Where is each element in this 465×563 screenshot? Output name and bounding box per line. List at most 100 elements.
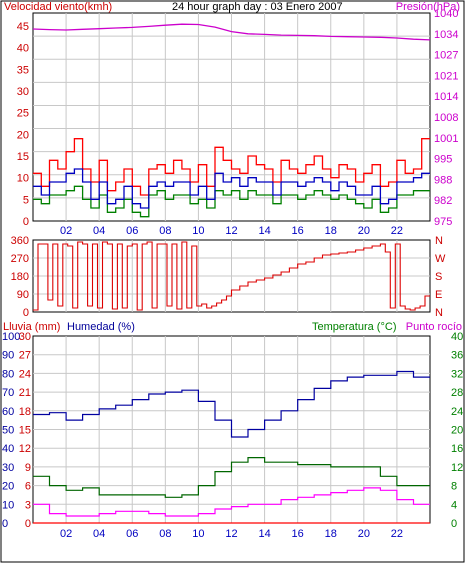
temperature-tick-label: 24 (451, 406, 463, 418)
y-right-tick-label: 988 (434, 174, 452, 186)
rain-label: Lluvia (mm) (3, 321, 60, 333)
y-right-tick-label: 1034 (434, 29, 458, 41)
direction-compass-tick: N (435, 235, 443, 247)
x-tick-label: 12 (225, 528, 237, 540)
rain-tick-label: 24 (19, 368, 31, 380)
humidity-tick-label: 10 (2, 499, 14, 511)
direction-compass-tick: W (435, 253, 446, 265)
y-left-tick-label: 5 (23, 194, 29, 206)
x-tick-label: 14 (258, 225, 270, 237)
x-tick-label: 22 (391, 225, 403, 237)
direction-degree-tick: 180 (11, 271, 29, 283)
humidity-label: Humedad (%) (67, 321, 135, 333)
humidity-tick-label: 100 (2, 331, 20, 343)
x-tick-label: 08 (159, 225, 171, 237)
direction-degree-tick: 270 (11, 253, 29, 265)
temperature-tick-label: 4 (451, 499, 457, 511)
x-tick-label: 06 (126, 225, 138, 237)
direction-degree-tick: 90 (17, 289, 29, 301)
y-left-tick-label: 25 (17, 108, 29, 120)
rain-tick-label: 15 (19, 425, 31, 437)
series-dewpoint (33, 487, 430, 517)
x-tick-label: 02 (60, 528, 72, 540)
direction-degree-tick: 360 (11, 235, 29, 247)
series-pressure (32, 23, 431, 41)
direction-compass-tick: S (435, 271, 442, 283)
x-tick-label: 04 (93, 225, 105, 237)
direction-compass-tick: N (435, 307, 443, 319)
y-right-tick-label: 1040 (434, 8, 458, 20)
humidity-tick-label: 20 (2, 481, 14, 493)
humidity-tick-label: 80 (2, 368, 14, 380)
rain-tick-label: 18 (19, 406, 31, 418)
series-direction (33, 241, 430, 311)
wind-speed-label: Velocidad viento(kmh) (4, 1, 112, 13)
humidity-tick-label: 40 (2, 443, 14, 455)
y-right-tick-label: 1021 (434, 70, 458, 82)
temperature-tick-label: 20 (451, 425, 463, 437)
temperature-tick-label: 40 (451, 331, 463, 343)
series-gust (33, 138, 430, 196)
y-right-tick-label: 995 (434, 154, 452, 166)
y-right-tick-label: 1001 (434, 133, 458, 145)
humidity-tick-label: 90 (2, 350, 14, 362)
temperature-label: Temperatura (°C) (312, 321, 396, 333)
temperature-tick-label: 28 (451, 387, 463, 399)
series-temperature (33, 457, 430, 498)
temperature-tick-label: 12 (451, 462, 463, 474)
temperature-tick-label: 16 (451, 443, 463, 455)
x-tick-label: 14 (258, 528, 270, 540)
x-tick-label: 18 (325, 225, 337, 237)
y-left-tick-label: 45 (17, 21, 29, 33)
rain-tick-label: 3 (25, 499, 31, 511)
temperature-tick-label: 8 (451, 481, 457, 493)
y-left-tick-label: 10 (17, 173, 29, 185)
temperature-tick-label: 0 (451, 518, 457, 530)
rain-tick-label: 30 (19, 331, 31, 343)
x-tick-label: 04 (93, 528, 105, 540)
x-tick-label: 16 (292, 225, 304, 237)
x-tick-label: 16 (292, 528, 304, 540)
temperature-tick-label: 32 (451, 368, 463, 380)
x-tick-label: 20 (358, 225, 370, 237)
humidity-tick-label: 60 (2, 406, 14, 418)
series-speed (33, 168, 430, 209)
x-tick-label: 10 (192, 528, 204, 540)
graph-title: 24 hour graph day : 03 Enero 2007 (172, 1, 343, 13)
y-right-tick-label: 1008 (434, 112, 458, 124)
y-left-tick-label: 35 (17, 64, 29, 76)
x-tick-label: 08 (159, 528, 171, 540)
y-right-tick-label: 1027 (434, 50, 458, 62)
y-left-tick-label: 40 (17, 43, 29, 55)
x-tick-label: 22 (391, 528, 403, 540)
x-tick-label: 10 (192, 225, 204, 237)
humidity-tick-label: 0 (2, 518, 8, 530)
dewpoint-label: Punto rocío (406, 321, 462, 333)
y-left-tick-label: 0 (23, 216, 29, 228)
direction-compass-tick: E (435, 289, 442, 301)
rain-tick-label: 12 (19, 443, 31, 455)
direction-degree-tick: 0 (23, 307, 29, 319)
y-left-tick-label: 30 (17, 86, 29, 98)
x-tick-label: 12 (225, 225, 237, 237)
y-right-tick-label: 975 (434, 216, 452, 228)
rain-tick-label: 27 (19, 350, 31, 362)
y-left-tick-label: 15 (17, 151, 29, 163)
humidity-tick-label: 50 (2, 425, 14, 437)
x-tick-label: 18 (325, 528, 337, 540)
x-tick-label: 20 (358, 528, 370, 540)
y-left-tick-label: 20 (17, 129, 29, 141)
humidity-tick-label: 70 (2, 387, 14, 399)
pressure-label: Presión(hPa) (396, 1, 460, 13)
x-tick-label: 02 (60, 225, 72, 237)
rain-tick-label: 9 (25, 462, 31, 474)
series-humidity (33, 370, 430, 438)
temperature-tick-label: 36 (451, 350, 463, 362)
humidity-tick-label: 30 (2, 462, 14, 474)
y-right-tick-label: 1014 (434, 91, 458, 103)
